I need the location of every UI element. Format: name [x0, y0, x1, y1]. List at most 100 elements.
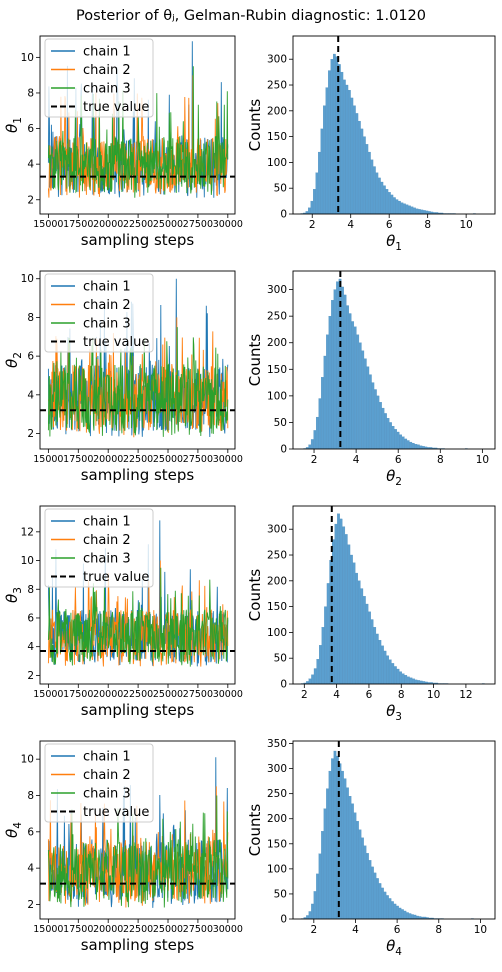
x-axis-label: sampling steps [81, 701, 195, 719]
histogram-bar [318, 398, 322, 449]
histogram-bar [310, 439, 314, 449]
histogram-bar [318, 853, 322, 919]
histogram-bar [401, 673, 405, 684]
histogram-bar [431, 917, 434, 919]
histogram-bar [379, 402, 382, 449]
histogram-bar [370, 619, 374, 684]
histogram-bar [388, 898, 392, 919]
histogram-bar [373, 166, 376, 214]
x-tick-label: 30000 [213, 219, 243, 230]
histogram-bar [396, 668, 400, 684]
histogram-bar [416, 915, 419, 919]
y-tick-label: 4 [27, 159, 34, 171]
x-axis-label: θ1 [386, 232, 402, 253]
x-tick-label: 8 [424, 219, 431, 231]
histogram-bar [308, 444, 312, 449]
histogram-bar [353, 812, 357, 919]
x-tick-label: 27500 [183, 924, 213, 935]
x-tick-label: 8 [435, 924, 442, 936]
x-tick-label: 2 [309, 219, 316, 231]
y-tick-label: 50 [274, 417, 287, 429]
histogram-bar [326, 334, 329, 449]
legend-chain-2-label: chain 2 [83, 533, 131, 548]
histogram-bar [421, 916, 424, 919]
histogram-bar [395, 199, 399, 214]
histogram-bar [326, 788, 329, 919]
axes-frame [39, 270, 236, 450]
x-tick-label: 17500 [63, 219, 93, 230]
histogram-bar [398, 907, 402, 919]
histogram-bar [368, 611, 371, 684]
y-tick-label: 200 [267, 575, 287, 587]
axes-frame [39, 35, 236, 215]
histogram-bar [383, 185, 386, 214]
histogram-bar [328, 70, 331, 214]
x-axis-label: sampling steps [81, 231, 195, 249]
x-tick-label: 4 [333, 689, 340, 701]
histogram-bar [412, 678, 415, 684]
histogram-bar [331, 758, 334, 919]
histogram-bar [410, 206, 414, 214]
histogram-bar [339, 518, 343, 684]
histogram-bar [373, 627, 377, 684]
histogram-bar [394, 666, 397, 684]
x-tick-label: 8 [398, 689, 405, 701]
trace-plot-1: chain 1 chain 2 chain 3 true value 15000 1750… [3, 35, 243, 249]
legend-true-value-label: true value [83, 570, 149, 585]
histogram-bar [385, 189, 389, 214]
y-tick-label: 2 [27, 428, 34, 440]
histogram-bar [416, 444, 420, 449]
histogram-bar [396, 431, 400, 449]
y-tick-label: 0 [280, 914, 287, 926]
legend-box [44, 273, 154, 353]
histogram-bar [361, 350, 365, 449]
histogram-bar [383, 650, 387, 684]
y-tick-label: 10 [21, 754, 34, 766]
histogram-bar [391, 901, 394, 919]
y-tick-label: 150 [267, 364, 287, 376]
histogram-bar [366, 853, 369, 919]
histogram-bar [408, 913, 412, 919]
legend-chain-1-label: chain 1 [83, 750, 131, 765]
histogram-bar [336, 281, 339, 449]
legend-chain-2-label: chain 2 [83, 768, 131, 783]
plot-content [40, 278, 235, 438]
histogram-bar [428, 917, 432, 919]
x-tick-label: 10 [427, 689, 440, 701]
axes-frame [292, 740, 496, 920]
y-tick-label: 6 [27, 123, 34, 135]
axes-frame [39, 505, 236, 685]
x-tick-label: 20000 [93, 454, 123, 465]
chain-3-trace [47, 567, 229, 667]
histogram-bar [313, 891, 317, 919]
legend: chain 1 chain 2 chain 3 true value [44, 508, 154, 588]
y-tick-label: 6 [27, 351, 34, 363]
x-axis-label: sampling steps [81, 466, 195, 484]
histogram-bar [308, 911, 312, 919]
histogram-bar [418, 916, 422, 919]
histogram-bar [405, 204, 409, 214]
x-tick-label: 15000 [33, 454, 63, 465]
plot-content [300, 36, 476, 214]
x-tick-label: 30000 [213, 924, 243, 935]
legend-true-value-label: true value [83, 805, 149, 820]
histogram-bar [361, 837, 364, 919]
histogram-bar [333, 289, 337, 449]
y-tick-label: 200 [267, 813, 287, 825]
histogram-bar [368, 151, 371, 214]
legend: chain 1 chain 2 chain 3 true value [44, 743, 154, 823]
histogram-bar [383, 891, 387, 919]
histogram-bar [417, 680, 421, 684]
legend-box [44, 38, 154, 118]
histogram-bar [365, 144, 369, 214]
histogram-bar [386, 418, 390, 449]
histogram-bar [403, 203, 406, 214]
histogram-bar [347, 544, 351, 684]
histogram-bar [423, 916, 427, 919]
histogram-bar [335, 56, 339, 214]
legend-chain-2-label: chain 2 [83, 63, 131, 78]
y-tick-label: 150 [267, 838, 287, 850]
histogram-bar [343, 778, 347, 919]
